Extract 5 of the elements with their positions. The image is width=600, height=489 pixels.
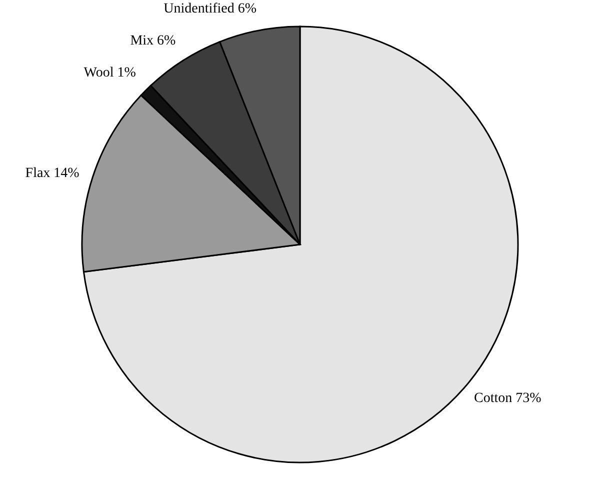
slice-label: Flax 14%: [25, 166, 80, 181]
slice-label: Mix 6%: [130, 34, 176, 49]
slice-label: Wool 1%: [84, 65, 136, 80]
slice-label: Cotton 73%: [474, 390, 542, 406]
slice-label: Unidentified 6%: [164, 2, 257, 17]
